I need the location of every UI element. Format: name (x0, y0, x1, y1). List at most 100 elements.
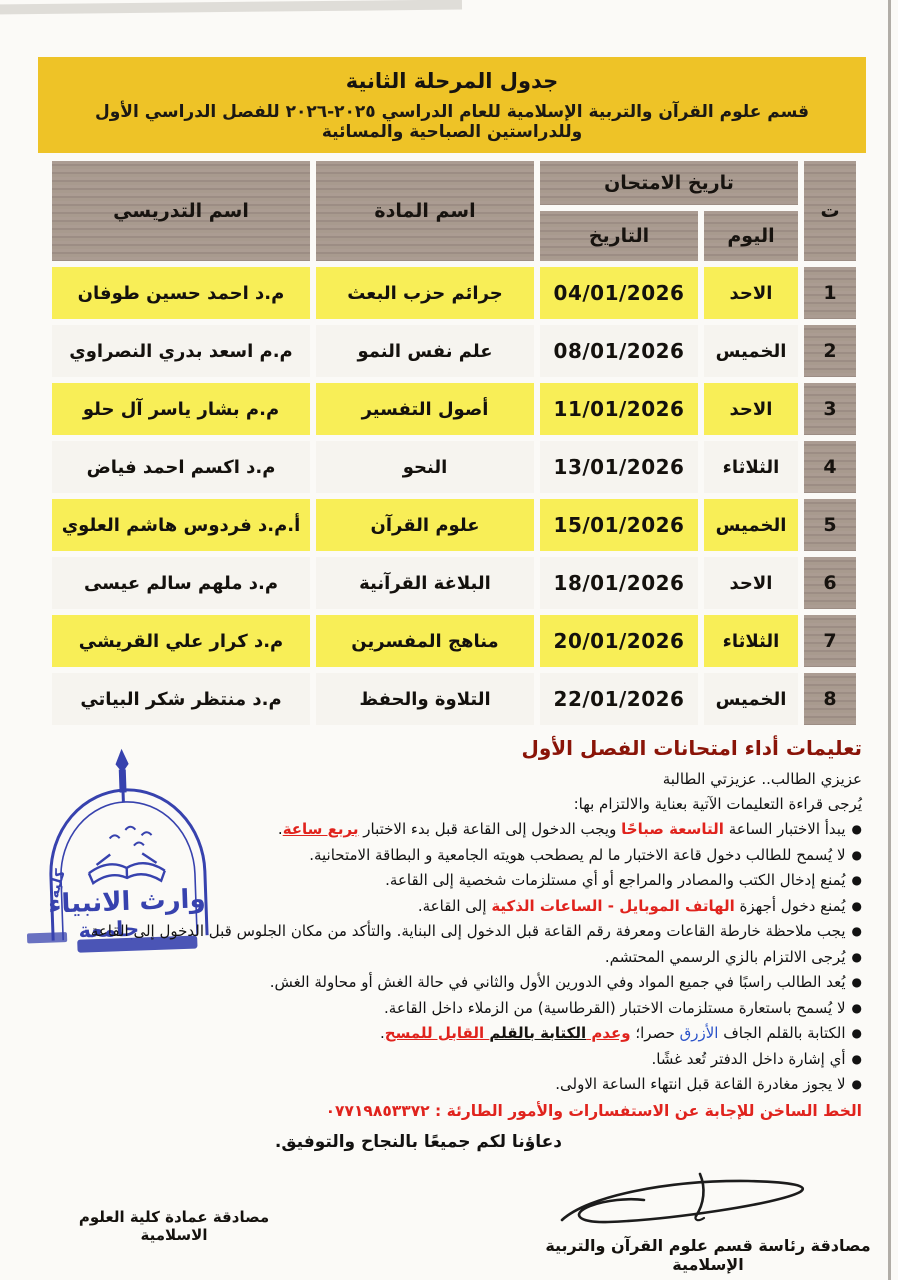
bullet-text: يُعد الطالب راسبًا في جميع المواد وفي ال… (269, 973, 846, 991)
svg-text:وارث الانبياء: وارث الانبياء (48, 884, 206, 919)
scan-edge-line (888, 0, 891, 1280)
subject-name: النحو (316, 441, 534, 493)
table-row: 1 الاحد 04/01/2026 جرائم حزب البعث م.د احمد … (52, 267, 856, 319)
schedule-banner: جدول المرحلة الثانية قسم علوم القرآن وال… (38, 57, 866, 153)
bullet-text: ويجب الدخول إلى القاعة قبل بدء الاختبار (358, 820, 622, 838)
column-header-date: التاريخ (540, 211, 698, 261)
bullet-emphasis: الهاتف الموبايل - الساعات الذكية (491, 896, 735, 915)
instruction-bullet-10: ● أي إشارة داخل الدفتر تُعد غشًا. (40, 1047, 862, 1073)
exam-date: 20/01/2026 (540, 615, 698, 667)
column-header-subject: اسم المادة (316, 161, 534, 261)
signature (548, 1168, 818, 1236)
instruction-bullet-9: ●الكتابة بالقلم الجاف الأزرق حصرا؛ وعدم … (40, 1021, 862, 1047)
row-number: 4 (804, 441, 856, 493)
bullet-text: حصرا؛ (630, 1024, 680, 1042)
bullet-icon: ● (851, 1000, 862, 1015)
bullet-icon: ● (851, 873, 862, 887)
exam-date: 04/01/2026 (540, 267, 698, 319)
subject-name: علم نفس النمو (316, 325, 534, 377)
exam-date: 11/01/2026 (540, 383, 698, 435)
bullet-emphasis: التاسعة صباحًا (621, 820, 724, 838)
table-row: 4 الثلاثاء 13/01/2026 النحو م.د اكسم احمد في… (52, 441, 856, 493)
exam-date: 13/01/2026 (540, 441, 698, 493)
bullet-icon: ● (851, 949, 862, 964)
row-number: 8 (804, 673, 856, 725)
instructions-title: تعليمات أداء امتحانات الفصل الأول (521, 736, 863, 760)
bullet-icon: ● (851, 847, 862, 862)
instructor-name: أ.م.د فردوس هاشم العلوي (52, 499, 310, 551)
instruction-bullet-11: ● لا يجوز مغادرة القاعة قبل انتهاء الساعة… (40, 1072, 862, 1098)
bullet-icon: ● (851, 1051, 862, 1066)
college-stamp-seal: كلية العلوم الاسلامية وارث الانبياء جامع… (10, 732, 209, 953)
instruction-bullet-7: ● يُعد الطالب راسبًا في جميع المواد وفي ا… (40, 970, 862, 996)
pen-icon (115, 748, 129, 803)
bullet-text: لا يُسمح باستعارة مستلزمات الاختبار (الق… (384, 998, 846, 1017)
instructor-name: م.م بشار ياسر آل حلو (52, 383, 310, 435)
exam-day: الاحد (704, 557, 798, 609)
instructor-name: م.د اكسم احمد فياض (52, 441, 310, 493)
schedule-title: جدول المرحلة الثانية (345, 68, 559, 93)
bullet-text: يُرجى الالتزام بالزي الرسمي المحتشم. (604, 947, 846, 966)
instruction-bullet-8: ● لا يُسمح باستعارة مستلزمات الاختبار (ال… (40, 996, 862, 1022)
closing-prayer: دعاؤنا لكم جميعًا بالنجاح والتوفيق. (274, 1132, 562, 1152)
bullet-icon: ● (851, 1077, 862, 1091)
exam-schedule-table: ت تاريخ الامتحان اسم المادة اسم التدريسي… (46, 155, 862, 731)
table-row: 6 الاحد 18/01/2026 البلاغة القرآنية م.د ملهم… (52, 557, 856, 609)
instruction-bullet-2: ● لا يُسمح للطالب دخول قاعة الاختبار ما ل… (40, 843, 862, 869)
row-number: 3 (804, 383, 856, 435)
open-book-icon (87, 852, 166, 885)
instruction-bullet-4: ● يُمنع دخول أجهزة الهاتف الموبايل - السا… (40, 894, 862, 920)
instruction-bullet-5: ● يجب ملاحظة خارطة القاعات ومعرفة رقم الق… (40, 919, 862, 945)
subject-name: البلاغة القرآنية (316, 557, 534, 609)
bullet-emphasis: وعدم (586, 1024, 631, 1042)
bullet-emphasis: الأزرق (679, 1024, 719, 1042)
department-approval: مصادقة رئاسة قسم علوم القرآن والتربية ال… (545, 1236, 871, 1274)
subject-name: التلاوة والحفظ (316, 673, 534, 725)
exam-day: الاحد (704, 383, 798, 435)
instructions-read-note: يُرجى قراءة التعليمات الآتية بعناية والا… (573, 795, 862, 813)
bullet-text: . (380, 1024, 385, 1042)
table-row: 5 الخميس 15/01/2026 علوم القرآن أ.م.د فردوس … (52, 499, 856, 551)
schedule-subtitle: قسم علوم القرآن والتربية الإسلامية للعام… (94, 101, 810, 142)
scan-edge-artifact (0, 0, 463, 15)
bullet-text: . (277, 820, 283, 838)
subject-name: مناهج المفسرين (316, 615, 534, 667)
instructor-name: م.م اسعد بدري النصراوي (52, 325, 310, 377)
table-row: 7 الثلاثاء 20/01/2026 مناهج المفسرين م.د كرا… (52, 615, 856, 667)
bullet-text: أي إشارة داخل الدفتر تُعد غشًا. (651, 1049, 846, 1068)
instructor-name: م.د ملهم سالم عيسى (52, 557, 310, 609)
subject-name: أصول التفسير (316, 383, 534, 435)
exam-instructions-section: تعليمات أداء امتحانات الفصل الأول عزيزي … (40, 736, 862, 1120)
exam-date: 22/01/2026 (540, 673, 698, 725)
bullet-emphasis: بربع ساعة (282, 820, 359, 838)
instruction-bullet-6: ● يُرجى الالتزام بالزي الرسمي المحتشم. (40, 945, 862, 971)
row-number: 6 (804, 557, 856, 609)
instructions-greeting: عزيزي الطالب.. عزيزتي الطالبة (662, 770, 862, 788)
instructor-name: م.د احمد حسين طوفان (52, 267, 310, 319)
table-row: 2 الخميس 08/01/2026 علم نفس النمو م.م اسعد ب… (52, 325, 856, 377)
subject-name: جرائم حزب البعث (316, 267, 534, 319)
exam-day: الخميس (704, 499, 798, 551)
bullet-text: يُمنع إدخال الكتب والمصادر والمراجع أو أ… (385, 871, 846, 889)
bullet-text: يبدأ الاختبار الساعة (723, 820, 846, 838)
row-number: 1 (804, 267, 856, 319)
exam-day: الثلاثاء (704, 615, 798, 667)
bullet-text: إلى القاعة. (417, 896, 492, 915)
college-stamp: كلية العلوم الاسلامية وارث الانبياء جامع… (10, 732, 230, 957)
exam-date: 18/01/2026 (540, 557, 698, 609)
exam-day: الثلاثاء (704, 441, 798, 493)
instruction-bullet-1: ● يبدأ الاختبار الساعة التاسعة صباحًا ويج… (40, 817, 862, 843)
birds-icon (108, 825, 153, 847)
bullet-text: لا يجوز مغادرة القاعة قبل انتهاء الساعة … (555, 1075, 846, 1093)
subject-name: علوم القرآن (316, 499, 534, 551)
row-number: 5 (804, 499, 856, 551)
bullet-emphasis: الكتابة بالقلم (489, 1024, 587, 1042)
instructor-name: م.د منتظر شكر البياتي (52, 673, 310, 725)
hotline-note: الخط الساخن للإجابة عن الاستفسارات والأم… (325, 1101, 862, 1120)
instruction-bullet-3: ● يُمنع إدخال الكتب والمصادر والمراجع أو … (40, 868, 862, 894)
exam-day: الخميس (704, 673, 798, 725)
column-header-number: ت (804, 161, 856, 261)
bullet-icon: ● (851, 1026, 862, 1040)
bullet-icon: ● (851, 898, 862, 913)
